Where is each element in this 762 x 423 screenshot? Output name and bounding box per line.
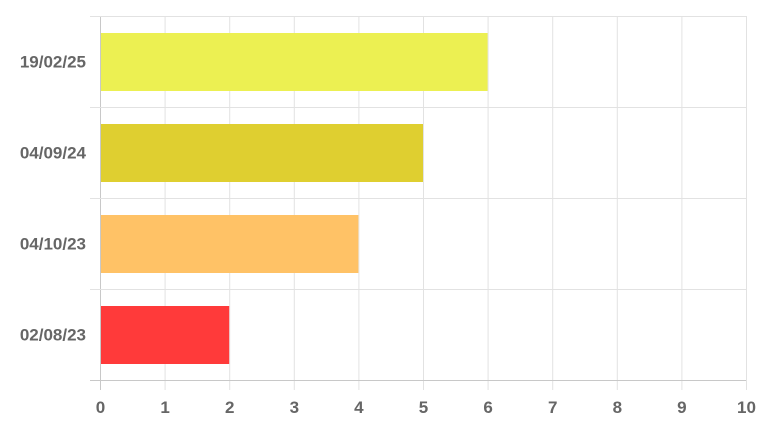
y-tick-label: 04/09/24 [20, 144, 87, 163]
y-axis-labels: 19/02/25 04/09/24 04/10/23 02/08/23 [20, 53, 87, 345]
bar-02-08-23 [101, 306, 230, 364]
x-tick-label: 2 [225, 398, 234, 417]
y-tick-label: 04/10/23 [20, 235, 86, 254]
x-tick-label: 10 [737, 398, 756, 417]
x-tick-label: 4 [354, 398, 364, 417]
x-tick-label: 1 [160, 398, 169, 417]
bar-04-09-24 [101, 124, 423, 182]
y-tick-label: 19/02/25 [20, 53, 86, 72]
y-tick-label: 02/08/23 [20, 326, 86, 345]
x-tick-label: 8 [613, 398, 622, 417]
x-tick-label: 0 [96, 398, 105, 417]
x-tick-label: 9 [677, 398, 686, 417]
x-tick-label: 5 [419, 398, 428, 417]
x-axis-labels: 0 1 2 3 4 5 6 7 8 9 10 [96, 398, 756, 417]
bar-19-02-25 [101, 33, 488, 91]
bars [101, 33, 488, 364]
x-tick-label: 6 [483, 398, 492, 417]
x-tick-label: 3 [290, 398, 299, 417]
x-tick-label: 7 [548, 398, 557, 417]
bar-04-10-23 [101, 215, 359, 273]
